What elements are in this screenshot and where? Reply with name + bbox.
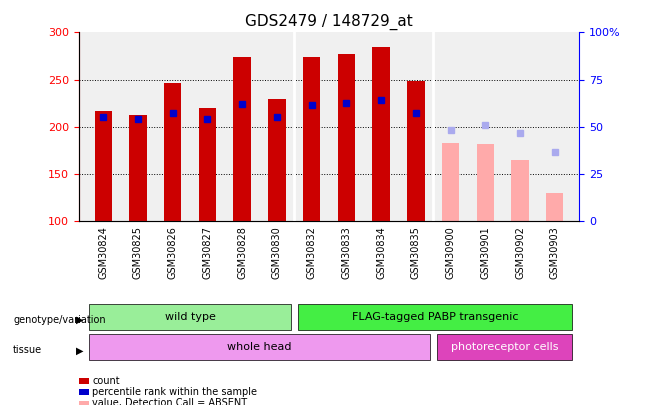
Bar (338, 54, 355, 221)
Bar (546, 193, 563, 221)
Text: percentile rank within the sample: percentile rank within the sample (92, 387, 257, 397)
Bar (234, 57, 251, 221)
Bar (130, 115, 147, 221)
Bar (164, 83, 182, 221)
Text: ▶: ▶ (76, 315, 83, 325)
Bar (511, 160, 528, 221)
Bar (442, 143, 459, 221)
Bar (199, 108, 216, 221)
Bar (476, 144, 494, 221)
Text: tissue: tissue (13, 345, 42, 355)
Bar (268, 99, 286, 221)
Text: ▶: ▶ (76, 345, 83, 355)
Text: count: count (92, 376, 120, 386)
Text: wild type: wild type (164, 312, 216, 322)
Text: value, Detection Call = ABSENT: value, Detection Call = ABSENT (92, 399, 247, 405)
Bar (407, 81, 424, 221)
Bar (372, 47, 390, 221)
Text: FLAG-tagged PABP transgenic: FLAG-tagged PABP transgenic (351, 312, 518, 322)
Text: photoreceptor cells: photoreceptor cells (451, 342, 558, 352)
Text: whole head: whole head (227, 342, 291, 352)
Title: GDS2479 / 148729_at: GDS2479 / 148729_at (245, 13, 413, 30)
Bar (303, 57, 320, 221)
Text: genotype/variation: genotype/variation (13, 315, 106, 325)
Bar (95, 111, 112, 221)
